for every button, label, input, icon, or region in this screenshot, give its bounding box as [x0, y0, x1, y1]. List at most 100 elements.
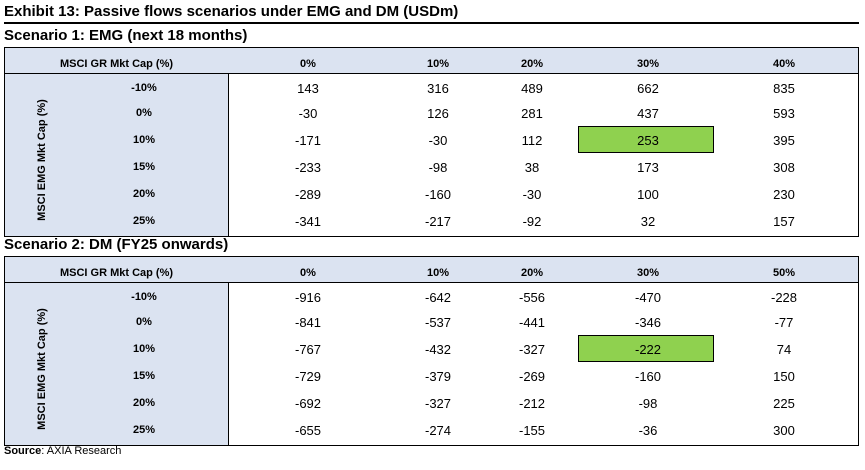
table-cell: -327 — [518, 342, 546, 357]
scenario-2-title: Scenario 2: DM (FY25 onwards) — [4, 236, 229, 253]
table-cell: 300 — [773, 423, 795, 438]
table-cell: 230 — [773, 187, 795, 202]
column-header: 20% — [520, 267, 544, 279]
table-cell: 74 — [776, 342, 792, 357]
row-header: 15% — [132, 161, 156, 173]
table-cell: -222 — [634, 342, 662, 357]
table-cell: 225 — [773, 396, 795, 411]
table-cell: 32 — [640, 214, 656, 229]
row-header: 10% — [132, 134, 156, 146]
data-area — [229, 74, 859, 237]
row-header: -10% — [131, 291, 157, 303]
table-cell: 662 — [637, 81, 659, 96]
row-header-band — [4, 283, 229, 446]
table-cell: -155 — [518, 423, 546, 438]
column-header-band — [4, 256, 859, 283]
table-cell: -556 — [518, 290, 546, 305]
source-label: Source — [4, 445, 42, 457]
table-cell: 126 — [427, 106, 449, 121]
table-cell: -217 — [424, 214, 452, 229]
row-header-band — [4, 74, 229, 237]
table-cell: -379 — [424, 369, 452, 384]
table-cell: -228 — [770, 290, 798, 305]
table-cell: -289 — [294, 187, 322, 202]
table-cell: -432 — [424, 342, 452, 357]
table-cell: 593 — [773, 106, 795, 121]
table-cell: 316 — [427, 81, 449, 96]
table-cell: -30 — [522, 187, 542, 202]
table-cell: -98 — [638, 396, 658, 411]
table-cell: -171 — [294, 133, 322, 148]
table-cell: 253 — [637, 133, 659, 148]
column-header: 0% — [300, 58, 316, 70]
table-cell: 143 — [297, 81, 319, 96]
scenario-2-table: MSCI GR Mkt Cap (%) MSCI EMG Mkt Cap (%) 0… — [4, 256, 859, 446]
table-cell: -916 — [294, 290, 322, 305]
table-cell: -655 — [294, 423, 322, 438]
table-cell: -767 — [294, 342, 322, 357]
source-note: Source: AXIA Research — [4, 445, 121, 457]
column-header-band — [4, 47, 859, 74]
scenario-1-title: Scenario 1: EMG (next 18 months) — [4, 27, 248, 44]
row-header: 25% — [132, 215, 156, 227]
row-header: 25% — [132, 424, 156, 436]
highlighted-cell — [578, 126, 714, 153]
table-cell: -341 — [294, 214, 322, 229]
exhibit-title: Exhibit 13: Passive flows scenarios unde… — [4, 3, 459, 20]
table-cell: -346 — [634, 315, 662, 330]
table-cell: -160 — [634, 369, 662, 384]
column-header: 30% — [636, 267, 660, 279]
highlighted-cell — [578, 335, 714, 362]
table-cell: -77 — [774, 315, 794, 330]
column-header: 40% — [772, 58, 796, 70]
row-header: 20% — [132, 397, 156, 409]
table-cell: 100 — [637, 187, 659, 202]
scenario-1-table: MSCI GR Mkt Cap (%) MSCI EMG Mkt Cap (%) 0… — [4, 47, 859, 237]
table-cell: 38 — [524, 160, 540, 175]
table-cell: -841 — [294, 315, 322, 330]
table-cell: -441 — [518, 315, 546, 330]
table-cell: -30 — [428, 133, 448, 148]
table-cell: -92 — [522, 214, 542, 229]
table-cell: 112 — [521, 133, 543, 148]
row-header: 10% — [132, 343, 156, 355]
column-axis-label: MSCI GR Mkt Cap (%) — [59, 58, 174, 70]
table-cell: -327 — [424, 396, 452, 411]
table-cell: -537 — [424, 315, 452, 330]
title-underline — [4, 22, 859, 24]
table-cell: 395 — [773, 133, 795, 148]
table-cell: 281 — [521, 106, 543, 121]
table-cell: 835 — [773, 81, 795, 96]
row-axis-label: MSCI EMG Mkt Cap (%) — [36, 99, 48, 221]
table-cell: 489 — [521, 81, 543, 96]
table-cell: -269 — [518, 369, 546, 384]
column-header: 30% — [636, 58, 660, 70]
table-cell: 157 — [773, 214, 795, 229]
row-header: 15% — [132, 370, 156, 382]
column-header: 50% — [772, 267, 796, 279]
column-header: 10% — [426, 58, 450, 70]
table-cell: 308 — [773, 160, 795, 175]
row-header: 0% — [136, 107, 152, 119]
source-text: : AXIA Research — [41, 445, 122, 457]
table-cell: 437 — [637, 106, 659, 121]
table-cell: -692 — [294, 396, 322, 411]
column-header: 10% — [426, 267, 450, 279]
data-area — [229, 283, 859, 446]
table-cell: -729 — [294, 369, 322, 384]
row-axis-label: MSCI EMG Mkt Cap (%) — [36, 308, 48, 430]
table-cell: -470 — [634, 290, 662, 305]
row-header: 20% — [132, 188, 156, 200]
table-cell: -233 — [294, 160, 322, 175]
table-cell: -212 — [518, 396, 546, 411]
table-cell: -642 — [424, 290, 452, 305]
column-header: 0% — [300, 267, 316, 279]
table-cell: -30 — [298, 106, 318, 121]
row-header: -10% — [131, 82, 157, 94]
column-axis-label: MSCI GR Mkt Cap (%) — [59, 267, 174, 279]
table-cell: 173 — [637, 160, 659, 175]
table-cell: -98 — [428, 160, 448, 175]
table-cell: -36 — [638, 423, 658, 438]
column-header: 20% — [520, 58, 544, 70]
table-cell: -160 — [424, 187, 452, 202]
